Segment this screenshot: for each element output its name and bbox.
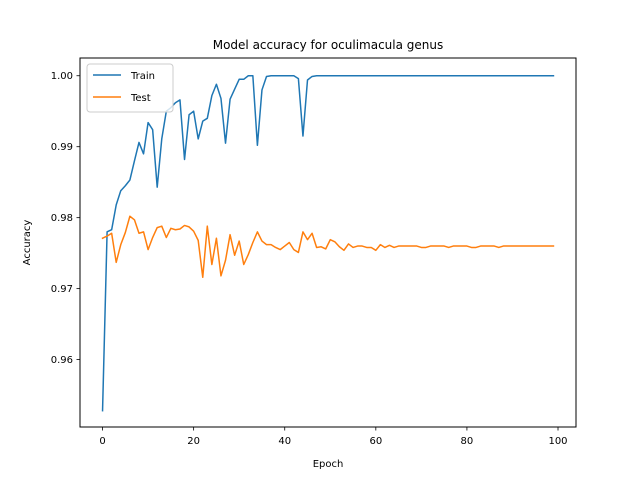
axes-frame	[79, 57, 577, 428]
y-tick-label: 0.97	[51, 284, 73, 295]
x-tick-label: 100	[548, 436, 567, 447]
x-tick-label: 60	[369, 436, 382, 447]
legend-box	[86, 63, 174, 113]
series-layer	[101, 74, 555, 412]
x-axis-ticks: 0 20 40 60 80 100	[99, 427, 568, 447]
x-tick-label: 80	[461, 436, 474, 447]
plot-area	[79, 57, 577, 428]
x-tick-label: 0	[99, 436, 105, 447]
chart-title: Model accuracy for oculimacula genus	[213, 38, 444, 52]
x-axis-label: Epoch	[313, 459, 344, 470]
y-axis-label: Accuracy	[22, 220, 33, 266]
series-line-train	[101, 74, 555, 412]
y-tick-label: 0.98	[51, 213, 73, 224]
legend-label-train: Train	[130, 71, 155, 82]
y-tick-label: 1.00	[51, 71, 73, 82]
y-axis-ticks: 0.96 0.97 0.98 0.99 1.00	[51, 71, 80, 366]
x-tick-label: 40	[278, 436, 291, 447]
y-tick-label: 0.99	[51, 142, 73, 153]
legend-label-test: Test	[130, 93, 151, 104]
x-tick-label: 20	[187, 436, 200, 447]
y-tick-label: 0.96	[51, 355, 73, 366]
series-line-test	[101, 215, 555, 279]
legend: Train Test	[86, 63, 174, 113]
